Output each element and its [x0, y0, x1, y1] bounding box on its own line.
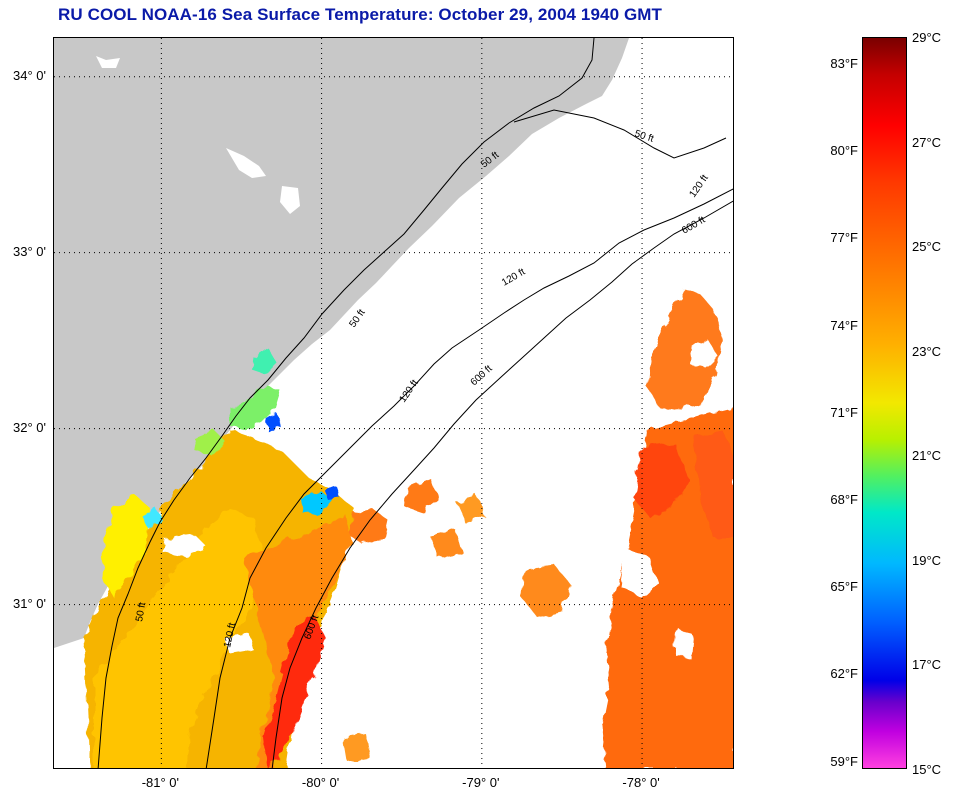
- colorbar-tick-celsius: 23°C: [912, 343, 942, 359]
- colorbar-tick-fahrenheit: 77°F: [830, 230, 858, 246]
- temperature-colorbar: [862, 37, 907, 769]
- isobath-label: 120 ft: [222, 622, 238, 649]
- colorbar-tick-fahrenheit: 74°F: [830, 317, 858, 333]
- isobath-label: 50 ft: [134, 601, 148, 622]
- latitude-label: 34° 0': [13, 67, 46, 83]
- colorbar-tick-fahrenheit: 83°F: [830, 56, 858, 71]
- page-title: RU COOL NOAA-16 Sea Surface Temperature:…: [58, 5, 663, 24]
- colorbar-tick-celsius: 29°C: [912, 30, 942, 45]
- land-area: [54, 38, 629, 648]
- isobath-contours: [97, 38, 733, 768]
- latitude-label: 32° 0': [13, 419, 46, 435]
- latitude-label: 31° 0': [13, 595, 46, 611]
- colorbar-tick-fahrenheit: 59°F: [830, 753, 858, 769]
- inland-water: [96, 56, 300, 214]
- colorbar-tick-fahrenheit: 68°F: [830, 492, 858, 507]
- colorbar-tick-celsius: 19°C: [912, 552, 942, 568]
- sst-map[interactable]: 50 ft 50 ft 50 ft 50 ft 120 ft 120 ft 12…: [53, 37, 734, 769]
- colorbar-tick-fahrenheit: 65°F: [830, 579, 858, 595]
- graticule: [54, 38, 733, 768]
- latitude-label: 33° 0': [13, 243, 46, 259]
- colorbar-tick-celsius: 27°C: [912, 134, 942, 150]
- longitude-label: -78° 0': [622, 775, 660, 790]
- longitude-label: -81° 0': [141, 775, 179, 790]
- colorbar-tick-celsius: 25°C: [912, 239, 942, 254]
- longitude-label: -80° 0': [301, 775, 340, 790]
- sst-data: [84, 288, 733, 768]
- colorbar-tick-fahrenheit: 80°F: [830, 143, 858, 159]
- colorbar-tick-fahrenheit: 71°F: [830, 404, 858, 420]
- colorbar-tick-fahrenheit: 62°F: [830, 666, 858, 682]
- colorbar-tick-celsius: 17°C: [912, 657, 942, 672]
- colorbar-tick-celsius: 21°C: [912, 448, 942, 463]
- colorbar-tick-celsius: 15°C: [912, 761, 942, 777]
- longitude-label: -79° 0': [462, 775, 500, 790]
